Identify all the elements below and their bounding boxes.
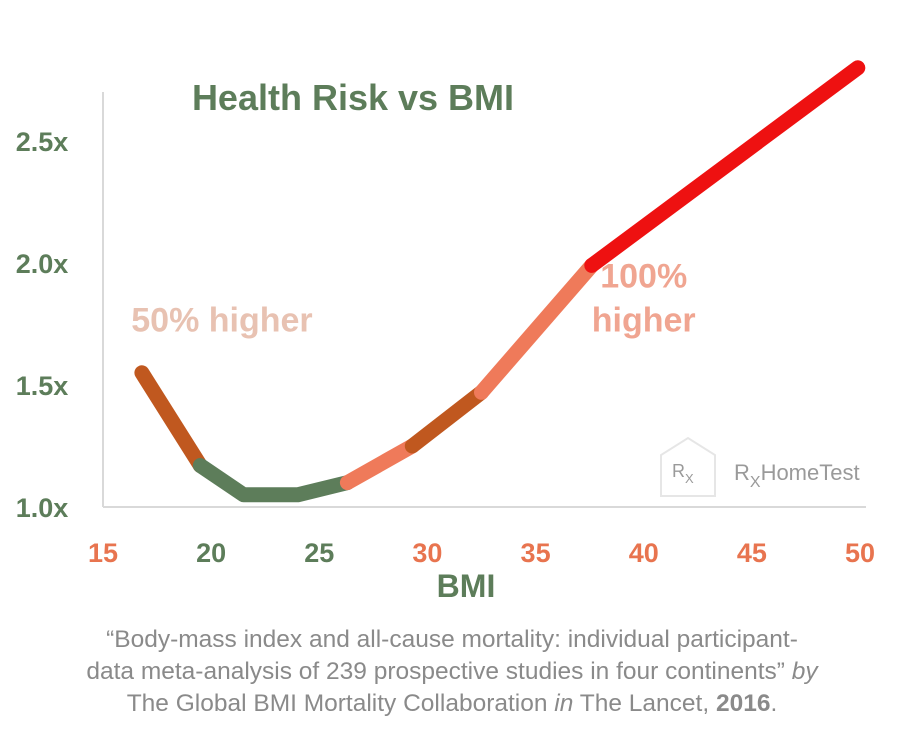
rxhometest-logo: RX RXHomeTest (660, 436, 860, 497)
x-tick-20: 20 (196, 538, 226, 568)
y-tick-2: 2.0x (16, 249, 69, 279)
curve-segment-2 (192, 458, 355, 503)
x-tick-labels: 15 20 25 30 35 40 45 50 (88, 538, 875, 568)
chart-title: Health Risk vs BMI (192, 77, 514, 118)
citation-line-2: data meta-analysis of 239 prospective st… (86, 658, 818, 685)
curve-segment-3 (339, 438, 420, 491)
health-risk-chart: Health Risk vs BMI 50% higher100%higher … (16, 60, 875, 604)
y-tick-2-5: 2.5x (16, 127, 69, 157)
x-tick-45: 45 (737, 538, 767, 568)
x-tick-25: 25 (304, 538, 334, 568)
curve-segment-5 (474, 257, 600, 400)
curve-segment-1 (134, 365, 208, 473)
chart-annotations: 50% higher 100% higher (131, 257, 695, 339)
y-tick-1: 1.0x (16, 493, 69, 523)
curve-segment-4 (404, 384, 489, 454)
x-tick-30: 30 (412, 538, 442, 568)
annotation-3: higher (592, 301, 696, 339)
citation-line-3: The Global BMI Mortality Collaboration i… (126, 690, 778, 717)
x-tick-40: 40 (629, 538, 659, 568)
annotation-2: 100% (600, 257, 687, 295)
curve-segment-6 (584, 60, 866, 273)
source-citation: “Body-mass index and all-cause mortality… (0, 624, 904, 720)
y-tick-labels: 1.0x 1.5x 2.0x 2.5x (16, 127, 69, 523)
y-tick-1-5: 1.5x (16, 371, 69, 401)
x-tick-50: 50 (845, 538, 875, 568)
x-tick-35: 35 (521, 538, 551, 568)
brand-name: RXHomeTest (734, 460, 860, 491)
risk-curve (134, 60, 866, 503)
chart-axes (102, 92, 866, 508)
house-icon (660, 436, 716, 497)
house-rx-text: RX (672, 461, 694, 486)
x-tick-15: 15 (88, 538, 118, 568)
x-axis-label: BMI (437, 568, 496, 604)
annotation-1: 50% higher (131, 301, 312, 339)
citation-line-1: “Body-mass index and all-cause mortality… (106, 626, 798, 653)
